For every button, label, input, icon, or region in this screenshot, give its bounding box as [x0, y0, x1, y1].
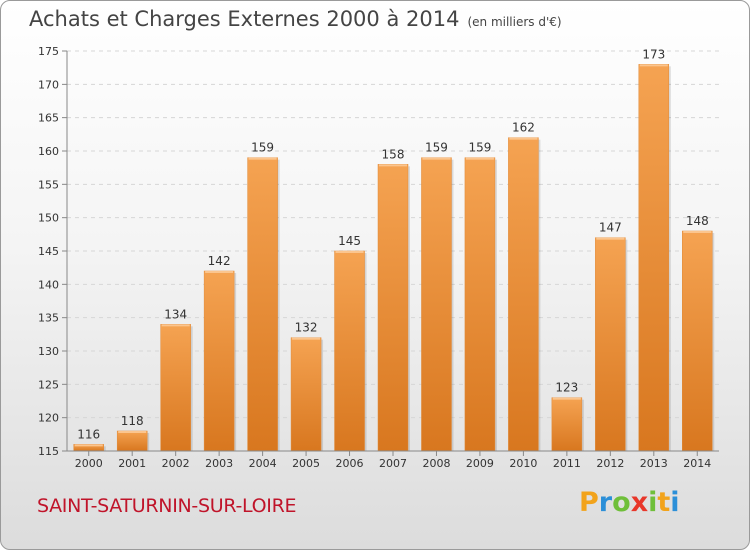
- logo-letter: i: [670, 487, 680, 518]
- y-tick-label: 140: [38, 278, 59, 291]
- logo-letter: t: [657, 487, 671, 518]
- bar-highlight: [205, 271, 234, 273]
- bar-highlight: [465, 157, 494, 160]
- x-tick-label-2014: 2014: [683, 457, 711, 470]
- bar-2006[interactable]: [334, 250, 365, 452]
- bar-highlight: [74, 444, 103, 447]
- x-tick-label-2003: 2003: [205, 457, 233, 470]
- y-tick-label: 125: [38, 378, 59, 391]
- bar-highlight: [509, 137, 538, 140]
- bar-highlight: [248, 157, 277, 160]
- data-label-2002: 134: [164, 307, 187, 321]
- proxiti-logo[interactable]: Proxiti: [579, 487, 680, 518]
- bar-2008[interactable]: [421, 157, 452, 452]
- data-label-2011: 123: [555, 381, 578, 395]
- bar-2002[interactable]: [160, 324, 191, 452]
- x-tick-label-2007: 2007: [379, 457, 407, 470]
- data-label-2001: 118: [121, 414, 144, 428]
- x-tick-label-2001: 2001: [118, 457, 146, 470]
- y-tick-label: 155: [38, 178, 59, 191]
- bar-2013[interactable]: [638, 64, 670, 452]
- x-tick-label-2000: 2000: [75, 457, 103, 470]
- x-tick-label-2002: 2002: [162, 457, 190, 470]
- y-tick-label: 130: [38, 345, 59, 358]
- logo-letter: r: [598, 487, 613, 518]
- bar-highlight: [596, 237, 625, 240]
- y-tick-label: 170: [38, 78, 59, 91]
- bar-2001[interactable]: [116, 430, 148, 452]
- x-tick-label-2004: 2004: [249, 457, 277, 470]
- data-label-2010: 162: [512, 121, 535, 135]
- chart-subtitle: (en milliers d'€): [467, 15, 562, 29]
- bar-2003[interactable]: [203, 270, 235, 452]
- chart-title: Achats et Charges Externes 2000 à 2014 (e…: [29, 7, 562, 31]
- x-tick-label-2005: 2005: [292, 457, 320, 470]
- data-label-2006: 145: [338, 234, 361, 248]
- data-label-2008: 159: [425, 141, 448, 155]
- y-tick-label: 160: [38, 145, 59, 158]
- data-label-2014: 148: [686, 214, 709, 228]
- bar-2011[interactable]: [551, 397, 583, 452]
- y-tick-label: 135: [38, 312, 59, 325]
- chart-title-text: Achats et Charges Externes 2000 à 2014: [29, 7, 460, 31]
- data-label-2009: 159: [468, 141, 491, 155]
- y-tick-label: 175: [38, 45, 59, 58]
- bar-highlight: [335, 251, 364, 253]
- y-tick-label: 145: [38, 245, 59, 258]
- bar-highlight: [552, 397, 581, 400]
- logo-letter: P: [579, 487, 599, 518]
- data-label-2000: 116: [77, 427, 100, 441]
- bar-highlight: [161, 324, 190, 327]
- bar-2010[interactable]: [508, 137, 539, 452]
- logo-letter: x: [630, 487, 649, 518]
- data-label-2003: 142: [208, 254, 231, 268]
- x-tick-label-2009: 2009: [466, 457, 494, 470]
- bar-2007[interactable]: [377, 164, 409, 452]
- data-label-2004: 159: [251, 141, 274, 155]
- y-tick-label: 150: [38, 212, 59, 225]
- bar-2004[interactable]: [247, 157, 278, 452]
- bar-2014[interactable]: [682, 230, 713, 452]
- bar-highlight: [639, 64, 668, 67]
- x-tick-label-2013: 2013: [640, 457, 668, 470]
- bar-2009[interactable]: [464, 157, 496, 452]
- bar-2012[interactable]: [595, 237, 626, 452]
- x-tick-label-2012: 2012: [596, 457, 624, 470]
- x-tick-label-2006: 2006: [336, 457, 364, 470]
- y-tick-label: 115: [38, 445, 59, 458]
- x-tick-label-2011: 2011: [553, 457, 581, 470]
- x-tick-label-2008: 2008: [422, 457, 450, 470]
- bar-highlight: [118, 431, 147, 433]
- bar-highlight: [379, 164, 407, 167]
- bar-2005[interactable]: [290, 337, 322, 452]
- bar-layer: [73, 64, 715, 452]
- data-label-2012: 147: [599, 221, 622, 235]
- y-tick-label: 165: [38, 112, 59, 125]
- y-tick-label: 120: [38, 412, 59, 425]
- commune-name: SAINT-SATURNIN-SUR-LOIRE: [37, 495, 297, 517]
- data-label-2013: 173: [642, 47, 665, 61]
- data-label-2005: 132: [295, 321, 318, 335]
- bar-highlight: [683, 231, 712, 233]
- x-tick-label-2010: 2010: [509, 457, 537, 470]
- logo-letter: o: [612, 487, 631, 518]
- logo-letter: i: [648, 487, 658, 518]
- data-label-2007: 158: [382, 147, 405, 161]
- bar-highlight: [422, 157, 451, 160]
- axis-layer: 115 120 125 130 135 140 145 150 155 160 165 170 175 1…: [38, 45, 719, 470]
- bar-highlight: [292, 337, 321, 340]
